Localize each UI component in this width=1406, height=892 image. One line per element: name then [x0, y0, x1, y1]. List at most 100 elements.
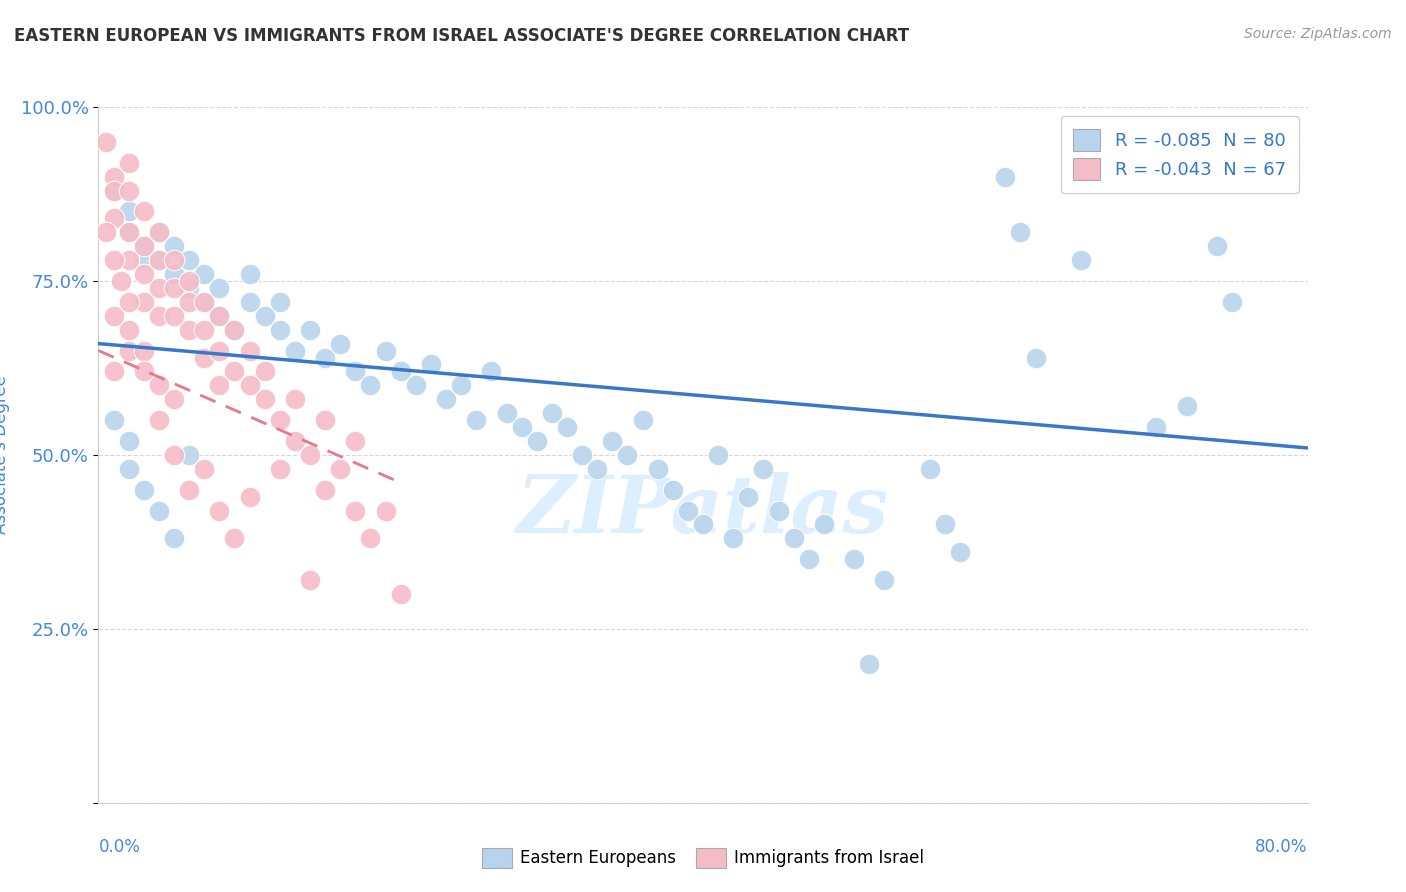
Point — [118, 225, 141, 239]
Point — [103, 413, 125, 427]
Point — [118, 184, 141, 198]
Point — [586, 462, 609, 476]
Point — [163, 309, 186, 323]
Point — [193, 462, 215, 476]
Point — [163, 267, 186, 281]
Point — [616, 448, 638, 462]
Point — [239, 267, 262, 281]
Point — [329, 462, 352, 476]
Point — [1175, 399, 1198, 413]
Point — [299, 448, 322, 462]
Point — [782, 532, 804, 546]
Point — [1144, 420, 1167, 434]
Point — [768, 503, 790, 517]
Point — [193, 294, 215, 309]
Point — [148, 378, 170, 392]
Point — [495, 406, 517, 420]
Point — [118, 462, 141, 476]
Point — [434, 392, 457, 407]
Point — [481, 364, 503, 378]
Point — [193, 267, 215, 281]
Point — [269, 413, 291, 427]
Point — [103, 184, 125, 198]
Point — [360, 378, 382, 392]
Point — [329, 336, 352, 351]
Point — [389, 587, 412, 601]
Point — [420, 358, 443, 372]
Point — [179, 294, 201, 309]
Point — [148, 225, 170, 239]
Point — [873, 573, 896, 587]
Point — [179, 483, 201, 497]
Point — [1024, 351, 1046, 365]
Point — [118, 434, 141, 448]
Point — [994, 169, 1017, 184]
Point — [118, 343, 141, 358]
Point — [179, 323, 201, 337]
Point — [148, 253, 170, 268]
Point — [132, 267, 155, 281]
Point — [465, 413, 488, 427]
Point — [602, 434, 624, 448]
Point — [103, 364, 125, 378]
Point — [179, 253, 201, 268]
Point — [193, 294, 215, 309]
Point — [163, 392, 186, 407]
Point — [103, 253, 125, 268]
Point — [723, 532, 745, 546]
Point — [752, 462, 775, 476]
Point — [813, 517, 835, 532]
Point — [540, 406, 562, 420]
Point — [94, 135, 117, 149]
Point — [224, 323, 246, 337]
Point — [253, 364, 276, 378]
Point — [103, 169, 125, 184]
Point — [118, 294, 141, 309]
Point — [103, 309, 125, 323]
Legend: Eastern Europeans, Immigrants from Israel: Eastern Europeans, Immigrants from Israe… — [475, 841, 931, 875]
Point — [163, 253, 186, 268]
Point — [510, 420, 533, 434]
Point — [676, 503, 699, 517]
Point — [631, 413, 654, 427]
Point — [389, 364, 412, 378]
Point — [405, 378, 427, 392]
Point — [344, 364, 367, 378]
Point — [94, 225, 117, 239]
Legend: R = -0.085  N = 80, R = -0.043  N = 67: R = -0.085 N = 80, R = -0.043 N = 67 — [1060, 116, 1299, 193]
Point — [918, 462, 941, 476]
Point — [118, 225, 141, 239]
Point — [148, 413, 170, 427]
Point — [118, 323, 141, 337]
Y-axis label: Associate's Degree: Associate's Degree — [0, 376, 10, 534]
Point — [360, 532, 382, 546]
Point — [299, 323, 322, 337]
Point — [103, 211, 125, 226]
Point — [132, 343, 155, 358]
Point — [239, 343, 262, 358]
Point — [707, 448, 730, 462]
Point — [208, 378, 231, 392]
Point — [737, 490, 759, 504]
Point — [647, 462, 669, 476]
Point — [314, 351, 336, 365]
Point — [314, 413, 336, 427]
Point — [269, 294, 291, 309]
Text: EASTERN EUROPEAN VS IMMIGRANTS FROM ISRAEL ASSOCIATE'S DEGREE CORRELATION CHART: EASTERN EUROPEAN VS IMMIGRANTS FROM ISRA… — [14, 27, 910, 45]
Point — [692, 517, 714, 532]
Point — [132, 204, 155, 219]
Point — [193, 323, 215, 337]
Point — [163, 281, 186, 295]
Point — [132, 483, 155, 497]
Point — [269, 462, 291, 476]
Text: Source: ZipAtlas.com: Source: ZipAtlas.com — [1244, 27, 1392, 41]
Point — [450, 378, 472, 392]
Point — [239, 490, 262, 504]
Point — [132, 239, 155, 253]
Point — [179, 281, 201, 295]
Point — [132, 253, 155, 268]
Point — [314, 483, 336, 497]
Point — [571, 448, 593, 462]
Point — [374, 343, 396, 358]
Point — [224, 364, 246, 378]
